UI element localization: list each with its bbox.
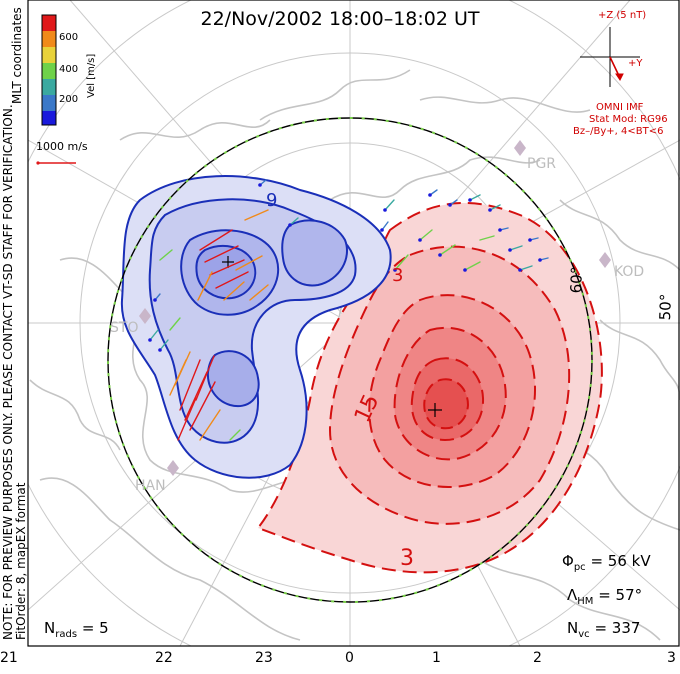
hm-boundary-green — [107, 117, 593, 603]
stat-phi-pc: Φpc = 56 kV — [562, 552, 651, 573]
stat-lambda-hm: ΛHM = 57° — [567, 586, 642, 607]
negative-potential-cell — [120, 175, 392, 479]
imf-z-label: +Z (5 nT) — [598, 10, 647, 21]
mlt-tick-3: 3 — [667, 650, 676, 666]
station-label-han: HAN — [135, 478, 166, 494]
contour-label-neg-9: 9 — [266, 190, 278, 211]
stat-phi-symbol: Φ — [562, 552, 574, 570]
station-label-kod: KOD — [614, 264, 645, 280]
station-label-pgr: PGR — [527, 156, 557, 172]
stat-nvc: Nvc = 337 — [567, 619, 640, 640]
positive-potential-cell — [256, 202, 603, 574]
stat-lambda-subscript: HM — [577, 596, 594, 607]
mlt-tick-1: 1 — [432, 650, 441, 666]
plot-frame — [27, 0, 680, 647]
mlt-tick-22: 22 — [155, 650, 173, 666]
stat-nvc-value: = 337 — [594, 619, 641, 637]
fit-order-label: FitOrder: 8, mapEX format — [14, 482, 28, 640]
mlt-tick-0: 0 — [345, 650, 354, 666]
preview-notice: NOTE: FOR PREVIEW PURPOSES ONLY. PLEASE … — [1, 104, 15, 640]
scale-vector-label: 1000 m/s — [36, 140, 88, 153]
mlt-tick-23: 23 — [255, 650, 273, 666]
station-label-sto: STO — [110, 320, 139, 336]
imf-y-label: +Y — [628, 58, 643, 69]
imf-condition: Bz–/By+, 4<BT<6 — [573, 126, 664, 137]
coords-label: MLT coordinates — [10, 7, 24, 104]
scale-vector — [36, 161, 76, 165]
stat-lambda-symbol: Λ — [567, 586, 578, 604]
stat-nrads: Nrads = 5 — [44, 619, 109, 640]
latitude-label-60: 60° — [567, 266, 586, 294]
colorbar-label: Vel [m/s] — [86, 53, 97, 98]
colorbar-tick-400: 400 — [59, 64, 79, 75]
stat-nvc-subscript: vc — [578, 629, 590, 640]
stat-phi-subscript: pc — [573, 562, 586, 573]
stat-nrads-symbol: N — [44, 619, 56, 637]
latitude-label-50: 50° — [656, 293, 675, 321]
mlt-tick-2: 2 — [533, 650, 542, 666]
stat-phi-value: = 56 kV — [590, 552, 651, 570]
contour-label-pos-3-bottom: 3 — [400, 546, 414, 571]
contour-label-pos-3-top: 3 — [392, 265, 404, 286]
stat-nvc-symbol: N — [567, 619, 579, 637]
mlt-tick-21: 21 — [0, 650, 18, 666]
stat-nrads-value: = 5 — [81, 619, 109, 637]
imf-stat-mod: Stat Mod: RG96 — [589, 114, 668, 125]
station-markers — [139, 140, 611, 476]
map-title: 22/Nov/2002 18:00–18:02 UT — [200, 8, 480, 30]
stat-nrads-subscript: rads — [55, 629, 78, 640]
stat-lambda-value: = 57° — [598, 586, 643, 604]
velocity-vectors — [148, 179, 549, 441]
colorbar-tick-600: 600 — [59, 32, 79, 43]
imf-source: OMNI IMF — [596, 102, 644, 113]
colorbar-tick-200: 200 — [59, 94, 79, 105]
velocity-colorbar — [41, 14, 57, 126]
imf-clock — [580, 27, 640, 87]
